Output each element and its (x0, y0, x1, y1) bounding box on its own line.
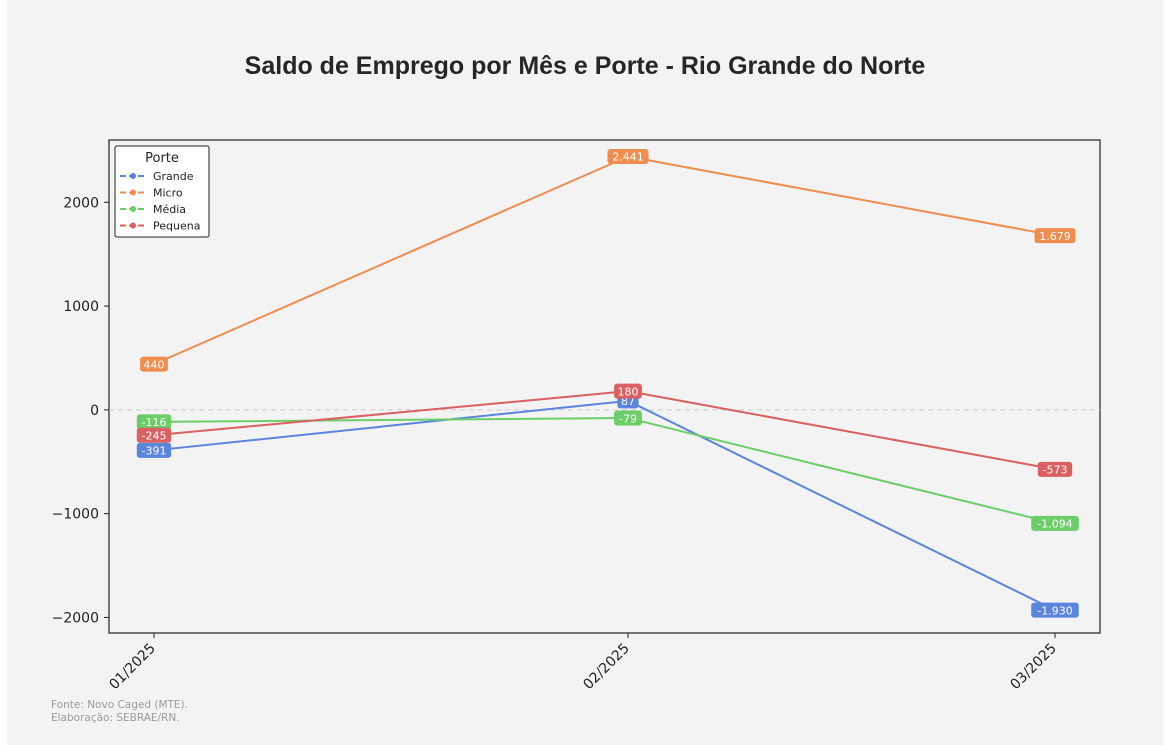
data-label: -245 (142, 429, 167, 442)
x-tick-label: 01/2025 (106, 641, 158, 693)
data-label-box (1037, 461, 1073, 477)
data-label-box (136, 442, 172, 458)
data-label: 440 (144, 358, 165, 371)
data-label: 2.441 (612, 151, 644, 164)
legend-swatch-marker (130, 222, 136, 229)
data-label-box (136, 414, 172, 430)
data-label-box (140, 356, 168, 372)
x-tick-label: 02/2025 (580, 641, 632, 693)
data-label-box (614, 410, 642, 426)
y-tick-label: −1000 (52, 507, 99, 523)
data-label-box (614, 383, 642, 399)
footer: Fonte: Novo Caged (MTE). Elaboração: SEB… (51, 699, 188, 725)
y-tick-label: 1000 (63, 299, 99, 315)
data-label-box (607, 149, 649, 165)
footer-source: Fonte: Novo Caged (MTE). (51, 699, 188, 711)
footer-credit: Elaboração: SEBRAE/RN. (51, 712, 180, 724)
legend-swatch-marker (130, 173, 136, 179)
data-label: -573 (1043, 464, 1068, 477)
chart-title: Saldo de Emprego por Mês e Porte - Rio G… (244, 52, 926, 80)
legend-box (114, 145, 210, 238)
x-tick-label: 03/2025 (1007, 641, 1059, 693)
legend-swatch-marker (130, 189, 136, 196)
data-label: 180 (618, 385, 639, 398)
legend-swatch-marker (130, 206, 136, 212)
data-label-box (1031, 515, 1079, 531)
data-label: -391 (142, 445, 167, 458)
data-label-box (136, 427, 172, 443)
legend-label: Média (153, 203, 186, 216)
y-tick-label: 2000 (63, 195, 99, 211)
legend-title: Porte (145, 151, 179, 166)
data-label: -1.094 (1037, 518, 1072, 531)
legend: Porte Grande Micro Média Pequena (114, 145, 210, 238)
legend-label: Grande (153, 170, 194, 183)
data-label: -1.930 (1037, 604, 1072, 617)
data-label: -116 (142, 416, 167, 429)
data-label: 1.679 (1039, 230, 1071, 243)
data-label-box (1034, 228, 1076, 244)
y-axis: −2000 −1000 0 1000 2000 (52, 195, 109, 626)
y-tick-label: 0 (90, 403, 99, 419)
y-tick-label: −2000 (52, 610, 99, 626)
legend-label: Pequena (153, 220, 200, 233)
data-label-box (1031, 602, 1079, 618)
x-axis: 01/2025 02/2025 03/2025 (106, 633, 1060, 693)
legend-label: Micro (153, 187, 183, 200)
data-label: -79 (619, 412, 637, 425)
